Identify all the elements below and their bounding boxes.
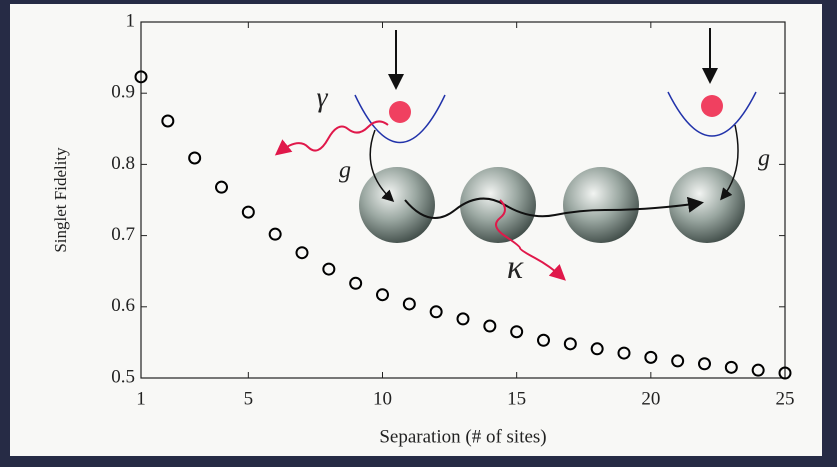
site bbox=[359, 167, 435, 243]
annotation: g bbox=[758, 146, 770, 172]
y-tick-label: 0.9 bbox=[111, 82, 135, 103]
x-axis-label: Separation (# of sites) bbox=[379, 426, 546, 447]
atom bbox=[389, 101, 411, 123]
x-tick-label: 1 bbox=[136, 388, 146, 409]
annotation: γ bbox=[316, 82, 328, 113]
site bbox=[563, 167, 639, 243]
page: Separation (# of sites) Singlet Fidelity… bbox=[0, 0, 837, 462]
y-tick-label: 0.6 bbox=[111, 295, 135, 316]
atom bbox=[701, 95, 723, 117]
annotation: κ bbox=[507, 249, 524, 286]
site bbox=[460, 167, 536, 243]
y-tick-label: 0.5 bbox=[111, 366, 135, 387]
y-tick-label: 1 bbox=[126, 10, 136, 31]
y-tick-label: 0.7 bbox=[111, 224, 135, 245]
x-tick-label: 25 bbox=[776, 388, 795, 409]
x-tick-label: 20 bbox=[641, 388, 660, 409]
annotation: g bbox=[339, 158, 351, 184]
y-axis-label: Singlet Fidelity bbox=[51, 147, 70, 253]
y-tick-label: 0.8 bbox=[111, 153, 135, 174]
chart: Separation (# of sites) Singlet Fidelity… bbox=[0, 0, 837, 462]
x-tick-label: 15 bbox=[507, 388, 526, 409]
x-tick-label: 10 bbox=[373, 388, 392, 409]
x-tick-label: 5 bbox=[244, 388, 254, 409]
